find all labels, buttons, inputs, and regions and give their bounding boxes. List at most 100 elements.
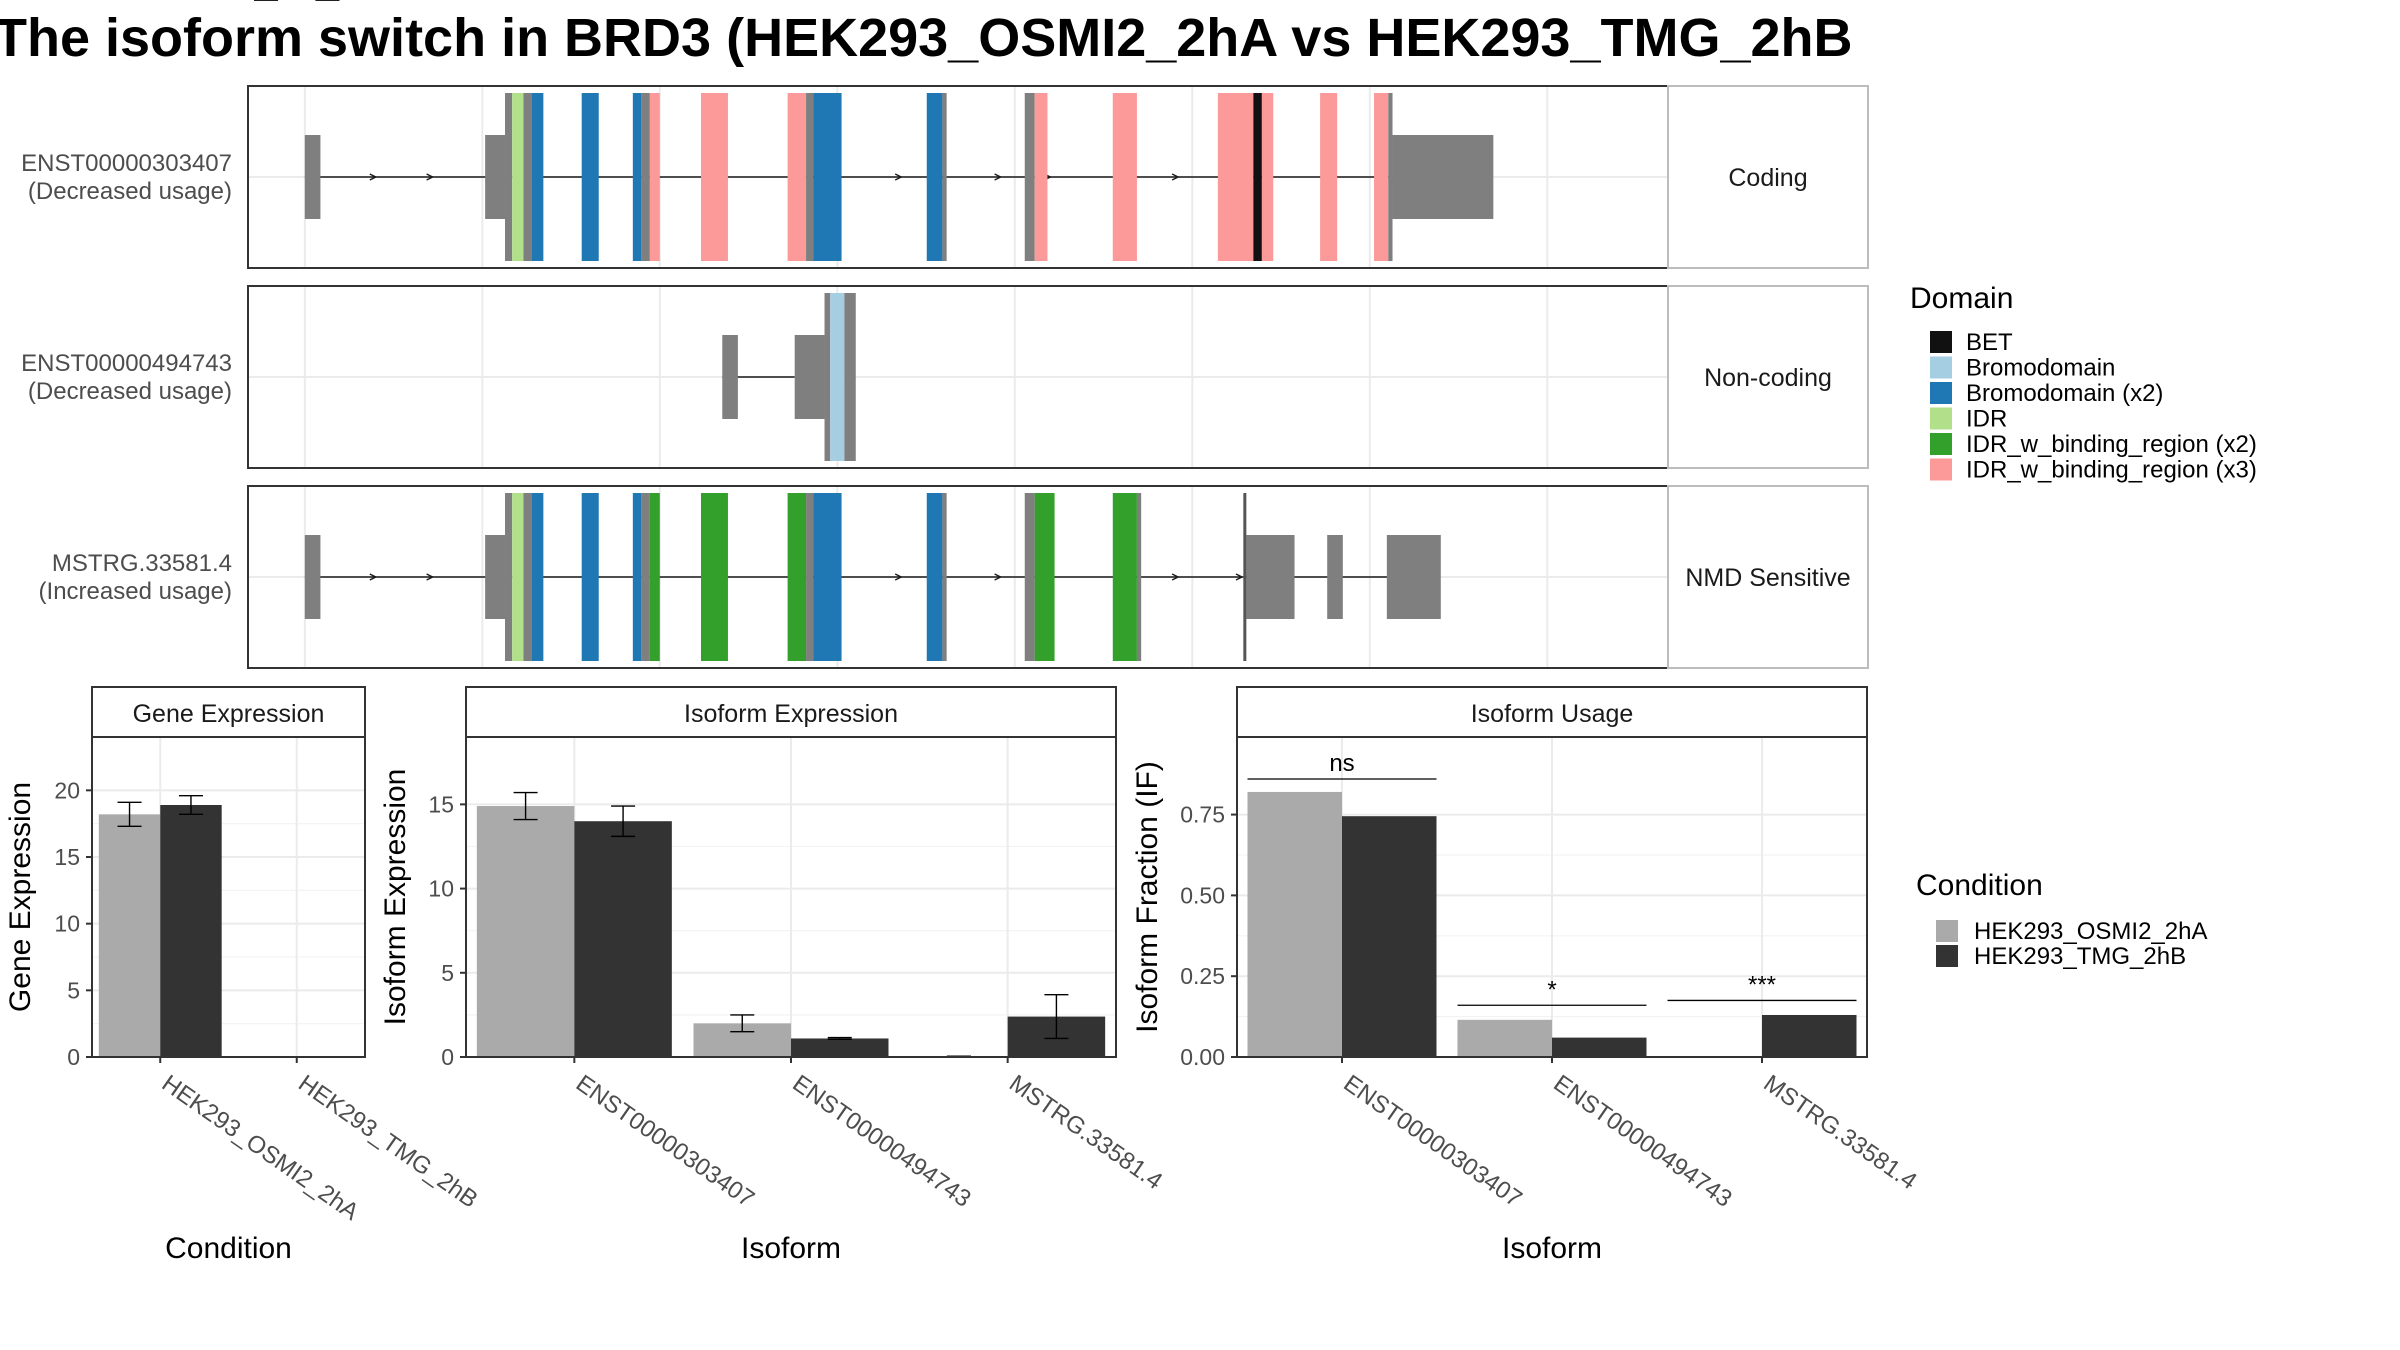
bar xyxy=(1457,1019,1552,1057)
domain-exon xyxy=(532,93,544,261)
significance-label: * xyxy=(1547,976,1556,1003)
track-label-id: ENST00000494743 xyxy=(21,350,232,377)
y-tick-label: 0.00 xyxy=(1180,1044,1225,1070)
y-axis-title: Isoform Fraction (IF) xyxy=(1131,761,1164,1033)
significance-label: ns xyxy=(1329,750,1354,777)
domain-exon xyxy=(813,93,842,261)
x-axis-title: Condition xyxy=(165,1232,292,1265)
domain-legend-label: IDR xyxy=(1966,406,2007,433)
strand-arrow xyxy=(369,173,378,181)
strand-arrow xyxy=(894,173,903,181)
error-bar xyxy=(1044,993,1069,1040)
panel-strip xyxy=(91,686,366,738)
track-3: NMD Sensitive MSTRG.33581.4(Increased usa… xyxy=(39,485,1869,669)
track-strip-label: Non-coding xyxy=(1704,364,1832,392)
condition-legend-swatch xyxy=(1936,945,1958,967)
bar xyxy=(1247,791,1342,1057)
strand-arrow xyxy=(894,573,903,581)
domain-exon xyxy=(1374,93,1389,261)
exon xyxy=(304,535,321,619)
exon xyxy=(794,335,825,419)
panel-strip xyxy=(465,686,1117,738)
y-tick-label: 0.75 xyxy=(1180,802,1225,828)
y-tick-label: 20 xyxy=(54,777,80,803)
exon xyxy=(1246,535,1295,619)
strand-arrow xyxy=(426,173,435,181)
exon xyxy=(806,493,814,661)
track-strip xyxy=(1667,485,1869,669)
exon xyxy=(1327,535,1343,619)
strand-arrow xyxy=(369,573,378,581)
domain-exon xyxy=(926,493,943,661)
exon xyxy=(824,293,831,461)
exon xyxy=(1024,493,1035,661)
error-bar xyxy=(730,1014,755,1033)
domain-exon xyxy=(1112,93,1137,261)
domain-legend-label: Bromodomain (x2) xyxy=(1966,380,2163,407)
track-1: Coding ENST00000303407(Decreased usage) xyxy=(21,85,1869,269)
error-bar xyxy=(827,1036,852,1041)
condition-legend-label: HEK293_OSMI2_2hA xyxy=(1974,918,2207,945)
condition-legend-title: Condition xyxy=(1916,869,2043,902)
domain-exon xyxy=(632,93,642,261)
exon xyxy=(722,335,738,419)
domain-exon xyxy=(632,493,642,661)
error-bar xyxy=(513,791,538,821)
bar xyxy=(574,821,672,1057)
domain-exon xyxy=(649,493,660,661)
exon xyxy=(485,135,506,219)
strand-arrow xyxy=(426,573,435,581)
domain-exon xyxy=(512,493,524,661)
domain-legend-swatch xyxy=(1930,356,1952,379)
domain-legend-swatch xyxy=(1930,382,1952,404)
domain-exon xyxy=(532,493,544,661)
y-tick-label: 15 xyxy=(428,791,454,817)
error-bar xyxy=(117,801,142,828)
y-tick-label: 10 xyxy=(54,911,80,937)
domain-exon xyxy=(581,493,599,661)
domain-legend-title: Domain xyxy=(1910,282,2013,315)
track-strip xyxy=(1667,285,1869,469)
y-tick-label: 15 xyxy=(54,844,80,870)
domain-exon xyxy=(1320,93,1338,261)
exon xyxy=(523,493,532,661)
significance-label: *** xyxy=(1748,971,1776,998)
exon xyxy=(523,93,532,261)
domain-legend-label: IDR_w_binding_region (x2) xyxy=(1966,431,2257,458)
condition-legend-label: HEK293_TMG_2hB xyxy=(1974,943,2186,970)
domain-exon xyxy=(649,93,660,261)
y-tick-label: 5 xyxy=(441,960,454,986)
panel-strip xyxy=(1236,686,1868,738)
exon xyxy=(942,493,947,661)
track-label-id: ENST00000303407 xyxy=(21,150,232,177)
exon xyxy=(1136,493,1142,661)
domain-legend-label: IDR_w_binding_region (x3) xyxy=(1966,457,2257,484)
exon xyxy=(304,135,321,219)
strand-arrow xyxy=(1235,573,1244,581)
bar xyxy=(160,805,222,1057)
y-tick-label: 0 xyxy=(67,1044,80,1070)
exon xyxy=(505,93,513,261)
strand-arrow xyxy=(994,573,1003,581)
domain-exon xyxy=(813,493,842,661)
track-label-id: MSTRG.33581.4 xyxy=(52,550,232,577)
bar xyxy=(791,1038,889,1057)
exon xyxy=(844,293,856,461)
domain-exon xyxy=(1217,93,1254,261)
domain-legend-swatch xyxy=(1930,331,1952,353)
domain-exon xyxy=(1112,493,1137,661)
domain-legend-swatch xyxy=(1930,458,1952,481)
bar xyxy=(1342,816,1437,1057)
track-strip-label: Coding xyxy=(1728,164,1807,192)
exon xyxy=(505,493,513,661)
domain-exon xyxy=(1034,493,1055,661)
panel-title: Gene Expression xyxy=(133,700,325,728)
bar xyxy=(476,806,575,1057)
domain-exon xyxy=(1034,93,1048,261)
domain-exon xyxy=(926,93,943,261)
x-axis-title: Isoform xyxy=(1502,1232,1602,1265)
domain-exon xyxy=(512,93,524,261)
exon xyxy=(485,535,506,619)
track-label-usage: (Increased usage) xyxy=(39,578,232,605)
